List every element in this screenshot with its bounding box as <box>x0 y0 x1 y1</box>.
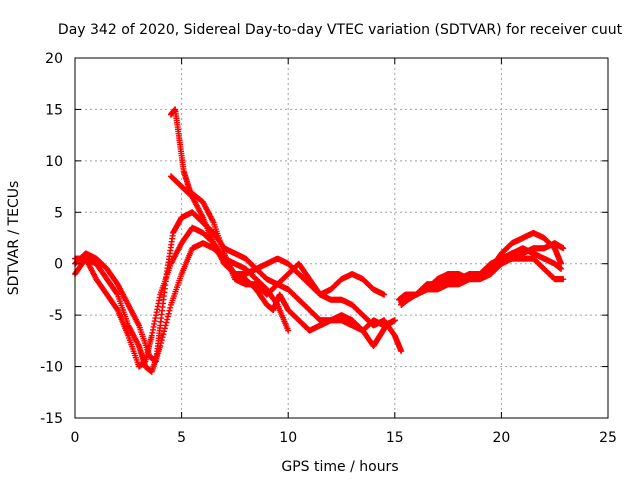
data-layer <box>72 106 567 375</box>
y-tick-label: 10 <box>45 154 63 170</box>
grid-layer <box>75 58 608 418</box>
data-point <box>391 317 398 324</box>
data-point <box>285 327 292 334</box>
data-point <box>113 290 120 297</box>
data-point <box>558 265 565 272</box>
y-axis-label: SDTVAR / TECUs <box>6 181 22 296</box>
x-tick-label: 10 <box>279 430 297 446</box>
x-axis-label: GPS time / hours <box>281 459 398 475</box>
series-track-3 <box>72 209 405 365</box>
y-tick-label: 0 <box>54 257 63 273</box>
x-tick-label: 5 <box>177 430 186 446</box>
x-tick-label: 15 <box>386 430 404 446</box>
y-tick-label: 15 <box>45 102 63 118</box>
tick-layer: 0 5 10 15 20 25 -15 -10 -5 0 5 10 15 20 <box>40 51 617 446</box>
chart-title: Day 342 of 2020, Sidereal Day-to-day VTE… <box>58 22 623 38</box>
y-tick-label: 20 <box>45 51 63 67</box>
y-tick-label: -15 <box>40 411 63 427</box>
data-point <box>398 348 405 355</box>
data-point <box>381 291 388 298</box>
data-point <box>164 313 171 320</box>
data-point <box>162 322 169 329</box>
x-tick-label: 0 <box>71 430 80 446</box>
data-point <box>159 334 166 341</box>
data-point <box>163 319 170 326</box>
y-tick-label: -5 <box>49 308 63 324</box>
x-tick-label: 25 <box>599 430 617 446</box>
x-tick-label: 20 <box>492 430 510 446</box>
series-track-9 <box>396 245 565 303</box>
series-track-5 <box>167 173 398 334</box>
data-point <box>560 245 567 252</box>
data-point <box>158 337 165 344</box>
plot-frame <box>74 57 609 419</box>
data-point <box>164 316 171 323</box>
data-point <box>560 276 567 283</box>
data-point <box>160 331 167 338</box>
data-point <box>165 310 172 317</box>
data-point <box>161 328 168 335</box>
data-point <box>167 304 174 311</box>
data-point <box>166 307 173 314</box>
y-tick-label: 5 <box>54 205 63 221</box>
y-tick-label: -10 <box>40 360 63 376</box>
